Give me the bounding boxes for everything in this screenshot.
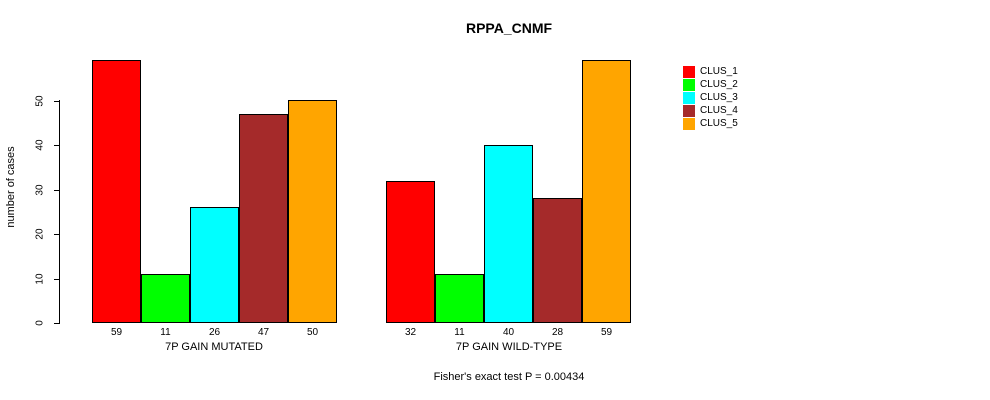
- y-tick-label: 10: [34, 273, 46, 285]
- legend-label: CLUS_5: [700, 118, 738, 129]
- bar-value-label: 32: [404, 327, 417, 338]
- legend-swatch-icon: [683, 104, 695, 117]
- y-tick-label: 40: [34, 139, 46, 151]
- bar-value-label: 40: [502, 327, 515, 338]
- y-tick-label: 0: [34, 320, 46, 326]
- bar-value-label: 59: [110, 327, 123, 338]
- y-tick-mark: [54, 190, 59, 191]
- legend-swatch-icon: [683, 117, 695, 130]
- y-tick-label: 30: [34, 184, 46, 196]
- bar-clus_5-group-2: [582, 60, 631, 323]
- y-tick-mark: [54, 145, 59, 146]
- legend-label: CLUS_3: [700, 92, 738, 103]
- x-axis-label-group-1: 7P GAIN MUTATED: [165, 341, 263, 353]
- bar-value-label: 59: [600, 327, 613, 338]
- bar-value-label: 28: [551, 327, 564, 338]
- y-tick-mark: [54, 279, 59, 280]
- bar-clus_1-group-1: [92, 60, 141, 323]
- legend-item-clus_4: CLUS_4: [683, 104, 738, 117]
- legend-item-clus_2: CLUS_2: [683, 78, 738, 91]
- bar-clus_4-group-1: [239, 114, 288, 323]
- bar-clus_3-group-1: [190, 207, 239, 323]
- y-tick-mark: [54, 323, 59, 324]
- y-tick-label: 20: [34, 228, 46, 240]
- y-tick-mark: [54, 234, 59, 235]
- legend-swatch-icon: [683, 91, 695, 104]
- bar-value-label: 47: [257, 327, 270, 338]
- bar-clus_2-group-1: [141, 274, 190, 323]
- y-tick-label: 50: [34, 95, 46, 107]
- bar-clus_4-group-2: [533, 198, 582, 323]
- legend-swatch-icon: [683, 78, 695, 91]
- y-axis-label: number of cases: [5, 146, 17, 228]
- subtitle-fisher-test: Fisher's exact test P = 0.00434: [433, 371, 585, 383]
- legend-label: CLUS_1: [700, 66, 738, 77]
- chart-title: RPPA_CNMF: [465, 20, 553, 36]
- bar-value-label: 26: [208, 327, 221, 338]
- legend-item-clus_3: CLUS_3: [683, 91, 738, 104]
- bar-clus_2-group-2: [435, 274, 484, 323]
- legend-label: CLUS_4: [700, 105, 738, 116]
- bar-clus_1-group-2: [386, 181, 435, 323]
- legend-label: CLUS_2: [700, 79, 738, 90]
- bar-clus_3-group-2: [484, 145, 533, 323]
- legend-item-clus_5: CLUS_5: [683, 117, 738, 130]
- bar-value-label: 11: [454, 327, 465, 338]
- legend-swatch-icon: [683, 65, 695, 78]
- y-axis: [59, 100, 60, 324]
- legend-item-clus_1: CLUS_1: [683, 65, 738, 78]
- x-axis-label-group-2: 7P GAIN WILD-TYPE: [455, 341, 563, 353]
- bar-value-label: 50: [306, 327, 319, 338]
- legend: CLUS_1 CLUS_2 CLUS_3 CLUS_4 CLUS_5: [683, 65, 738, 130]
- bar-clus_5-group-1: [288, 100, 337, 323]
- y-tick-mark: [54, 101, 59, 102]
- bar-value-label: 11: [160, 327, 171, 338]
